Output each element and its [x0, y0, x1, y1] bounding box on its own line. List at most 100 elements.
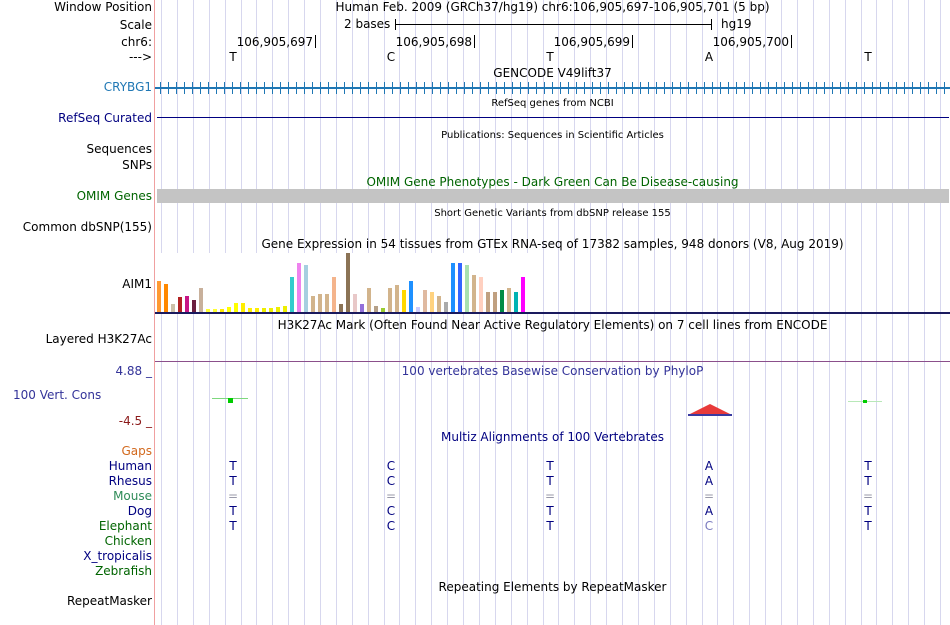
snps-label[interactable]: SNPs: [122, 158, 152, 172]
gtex-tissue-bar[interactable]: [381, 308, 385, 312]
gtex-chart-bg: [155, 253, 534, 312]
gtex-tissue-bar[interactable]: [507, 288, 511, 312]
alignment-base: A: [704, 504, 714, 518]
alignment-base: T: [864, 474, 872, 488]
gtex-tissue-bar[interactable]: [297, 263, 301, 312]
phylop-score-mark[interactable]: [228, 398, 233, 403]
gtex-tissue-bar[interactable]: [290, 277, 294, 312]
gtex-tissue-bar[interactable]: [388, 288, 392, 312]
species-label-rhesus[interactable]: Rhesus: [108, 474, 152, 488]
multiz-track-title: Multiz Alignments of 100 Vertebrates: [440, 430, 665, 444]
gtex-tissue-bar[interactable]: [402, 290, 406, 312]
gtex-tissue-bar[interactable]: [325, 294, 329, 312]
gtex-tissue-bar[interactable]: [192, 300, 196, 312]
gene-label-crybg1[interactable]: CRYBG1: [103, 80, 152, 94]
phylop-max-label: 4.88 _: [115, 364, 152, 378]
gtex-tissue-bar[interactable]: [227, 307, 231, 312]
omim-gene-feature[interactable]: [157, 189, 949, 203]
alignment-base: =: [385, 489, 397, 503]
phylop-score-mark[interactable]: [863, 400, 867, 403]
gtex-tissue-bar[interactable]: [458, 263, 462, 312]
gtex-tissue-bar[interactable]: [409, 281, 413, 312]
gtex-tissue-bar[interactable]: [332, 277, 336, 312]
species-label-x_tropicalis[interactable]: X_tropicalis: [83, 549, 152, 563]
gencode-track-title: GENCODE V49lift37: [493, 66, 612, 80]
phylop-negative-score-icon[interactable]: [686, 402, 734, 418]
phylop-track-label[interactable]: 100 Vert. Cons: [13, 388, 102, 402]
gtex-tissue-bar[interactable]: [171, 304, 175, 312]
gtex-tissue-bar[interactable]: [514, 292, 518, 312]
alignment-base: =: [544, 489, 556, 503]
gtex-tissue-bar[interactable]: [472, 275, 476, 312]
gtex-tissue-bar[interactable]: [199, 288, 203, 312]
gtex-tissue-bar[interactable]: [164, 284, 168, 312]
gtex-gene-label[interactable]: AIM1: [122, 277, 152, 291]
gtex-tissue-bar[interactable]: [248, 308, 252, 312]
refseq-gene-line[interactable]: [157, 117, 949, 118]
repeatmasker-label[interactable]: RepeatMasker: [66, 594, 152, 608]
gtex-tissue-bar[interactable]: [185, 296, 189, 312]
gtex-tissue-bar[interactable]: [423, 290, 427, 312]
ref-base: C: [386, 50, 396, 64]
ruler-tick: [791, 35, 792, 48]
gtex-tissue-bar[interactable]: [178, 297, 182, 312]
species-label-human[interactable]: Human: [108, 459, 152, 473]
gtex-tissue-bar[interactable]: [262, 308, 266, 312]
gaps-label[interactable]: Gaps: [121, 444, 152, 458]
sequences-label[interactable]: Sequences: [86, 142, 152, 156]
gtex-tissue-bar[interactable]: [437, 296, 441, 312]
species-label-zebrafish[interactable]: Zebrafish: [95, 564, 152, 578]
gtex-tissue-bar[interactable]: [486, 292, 490, 312]
gtex-tissue-bar[interactable]: [220, 309, 224, 312]
gtex-tissue-bar[interactable]: [528, 304, 532, 312]
gtex-tissue-bar[interactable]: [213, 309, 217, 312]
refseq-curated-label[interactable]: RefSeq Curated: [58, 111, 152, 125]
gtex-tissue-bar[interactable]: [451, 263, 455, 312]
gtex-tissue-bar[interactable]: [346, 253, 350, 312]
gtex-tissue-bar[interactable]: [416, 307, 420, 312]
gtex-tissue-bar[interactable]: [269, 308, 273, 312]
gtex-tissue-bar[interactable]: [157, 281, 161, 312]
gencode-gene-feature[interactable]: [155, 82, 950, 94]
alignment-base: C: [386, 459, 396, 473]
gtex-tissue-bar[interactable]: [255, 308, 259, 312]
alignment-base: T: [864, 519, 872, 533]
alignment-base: C: [704, 519, 714, 533]
gtex-tissue-bar[interactable]: [360, 304, 364, 312]
repeatmasker-track-title: Repeating Elements by RepeatMasker: [438, 580, 667, 594]
gtex-tissue-bar[interactable]: [234, 303, 238, 312]
gtex-tissue-bar[interactable]: [444, 302, 448, 312]
species-label-mouse[interactable]: Mouse: [113, 489, 152, 503]
species-label-dog[interactable]: Dog: [127, 504, 152, 518]
layered-h3k27ac-label[interactable]: Layered H3K27Ac: [45, 332, 152, 346]
ref-base: T: [229, 50, 237, 64]
species-label-chicken[interactable]: Chicken: [104, 534, 152, 548]
gtex-tissue-bar[interactable]: [353, 294, 357, 312]
gtex-tissue-bar[interactable]: [339, 304, 343, 312]
gtex-tissue-bar[interactable]: [430, 292, 434, 312]
alignment-base: T: [546, 474, 554, 488]
species-label-elephant[interactable]: Elephant: [98, 519, 152, 533]
gtex-tissue-bar[interactable]: [283, 306, 287, 312]
omim-genes-label[interactable]: OMIM Genes: [76, 189, 152, 203]
gtex-tissue-bar[interactable]: [493, 292, 497, 312]
common-dbsnp-label[interactable]: Common dbSNP(155): [22, 220, 152, 234]
strand-label: --->: [128, 50, 152, 64]
window-position-label: Window Position: [54, 0, 152, 14]
gtex-tissue-bar[interactable]: [276, 307, 280, 312]
gtex-track-title: Gene Expression in 54 tissues from GTEx …: [261, 237, 844, 251]
gtex-tissue-bar[interactable]: [395, 285, 399, 312]
gtex-tissue-bar[interactable]: [521, 277, 525, 312]
gtex-tissue-bar[interactable]: [374, 306, 378, 312]
gtex-tissue-bar[interactable]: [465, 265, 469, 312]
gtex-tissue-bar[interactable]: [367, 288, 371, 312]
gtex-tissue-bar[interactable]: [241, 303, 245, 312]
alignment-base: T: [229, 474, 237, 488]
gtex-tissue-bar[interactable]: [206, 309, 210, 312]
gtex-tissue-bar[interactable]: [318, 294, 322, 312]
gtex-tissue-bar[interactable]: [479, 277, 483, 312]
gtex-tissue-bar[interactable]: [500, 290, 504, 312]
gtex-tissue-bar[interactable]: [304, 265, 308, 312]
alignment-base: T: [546, 459, 554, 473]
gtex-tissue-bar[interactable]: [311, 296, 315, 312]
